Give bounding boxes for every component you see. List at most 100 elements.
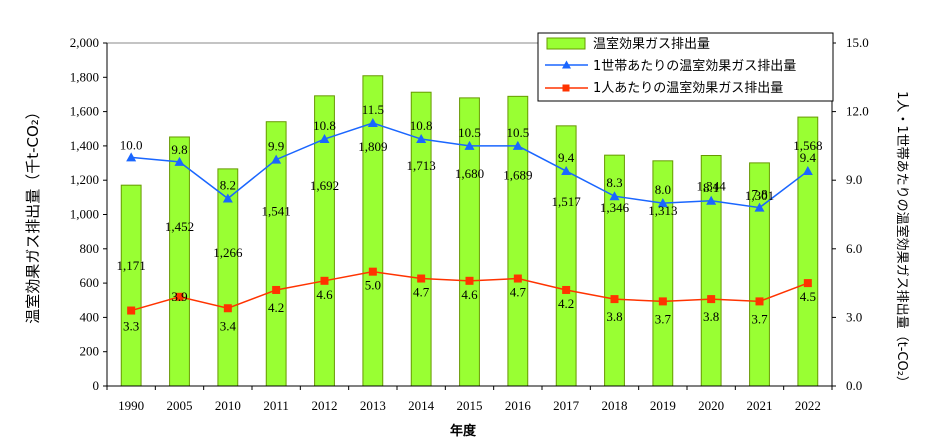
line-value-label: 3.9 (171, 289, 187, 304)
line-value-label: 10.8 (313, 118, 336, 133)
square-marker (223, 304, 232, 313)
line-value-label: 9.4 (800, 150, 817, 165)
line-value-label: 8.3 (606, 175, 622, 190)
bar-value-label: 1,517 (552, 194, 582, 209)
x-tick-label: 2011 (263, 398, 289, 413)
bar-value-label: 1,568 (793, 138, 822, 153)
triangle-marker (561, 166, 572, 176)
y-right-tick-label: 9.0 (846, 172, 862, 187)
square-marker (610, 295, 619, 304)
triangle-marker (126, 152, 137, 162)
triangle-marker (416, 134, 427, 144)
line-value-label: 8.1 (703, 180, 719, 195)
line-value-label: 5.0 (365, 278, 381, 293)
line-value-label: 3.8 (606, 309, 622, 324)
y-left-tick-label: 200 (80, 344, 100, 359)
line-series (126, 118, 813, 315)
legend-label-bar: 温室効果ガス排出量 (593, 36, 710, 52)
x-tick-label: 2016 (505, 398, 532, 413)
square-marker (755, 297, 764, 306)
x-axis-title: 年度 (450, 423, 477, 439)
x-tick-label: 2021 (747, 398, 773, 413)
x-tick-label: 2017 (553, 398, 580, 413)
bar-value-label: 1,344 (697, 179, 727, 194)
line-value-label: 4.7 (510, 285, 527, 300)
line-value-label: 4.7 (413, 285, 430, 300)
triangle-marker (174, 156, 185, 166)
x-tick-label: 1990 (118, 398, 144, 413)
line-value-label: 10.0 (120, 137, 143, 152)
line-value-label: 9.4 (558, 150, 575, 165)
line-value-label: 7.8 (751, 187, 767, 202)
line-value-label: 3.7 (655, 311, 672, 326)
line-value-label: 4.5 (800, 289, 816, 304)
triangle-marker (754, 202, 765, 212)
y-right-tick-label: 6.0 (846, 241, 862, 256)
bar-value-label: 1,301 (745, 188, 774, 203)
y-right-tick-label: 3.0 (846, 309, 862, 324)
line-value-label: 4.2 (268, 300, 284, 315)
bar-value-label: 1,689 (503, 167, 532, 182)
line-value-label: 3.7 (751, 311, 768, 326)
bar (169, 136, 190, 387)
line-value-label: 8.2 (220, 177, 236, 192)
square-marker (272, 285, 281, 294)
y-left-tick-label: 600 (80, 275, 100, 290)
square-marker (417, 274, 426, 283)
data-labels: 1,171 1,452 1,266 1,541 1,692 1,809 1,713 1,680… (117, 102, 823, 334)
triangle-marker (609, 191, 620, 201)
triangle-marker (222, 193, 233, 203)
y-left-tick-label: 2,000 (70, 35, 99, 50)
square-marker (803, 279, 812, 288)
y-right-tick-label: 12.0 (846, 104, 869, 119)
bar-value-label: 1,452 (165, 219, 194, 234)
line-value-label: 4.6 (461, 287, 478, 302)
square-marker (127, 306, 136, 315)
y-left-tick-label: 800 (80, 241, 100, 256)
square-marker (562, 285, 571, 294)
x-tick-label: 2013 (360, 398, 386, 413)
y-axis-right-title: 1人・1世帯あたりの温室効果ガス排出量（t-CO₂） (894, 91, 910, 389)
legend-label-person: 1人あたりの温室効果ガス排出量 (593, 80, 783, 96)
x-tick-label: 2022 (795, 398, 821, 413)
line-value-label: 9.9 (268, 139, 284, 154)
y-left-tick-label: 1,800 (70, 69, 99, 84)
y-right-tick-label: 0.0 (846, 378, 862, 393)
y-left-tick-label: 0 (93, 378, 100, 393)
y-left-tick-label: 1,400 (70, 138, 99, 153)
bar-series (120, 75, 819, 387)
bar-value-label: 1,680 (455, 166, 484, 181)
y-right-tick-label: 15.0 (846, 35, 869, 50)
legend-square-marker (562, 84, 570, 92)
line-value-label: 4.2 (558, 296, 574, 311)
x-tick-label: 2020 (698, 398, 724, 413)
x-tick-label: 2005 (167, 398, 193, 413)
y-left-tick-label: 400 (80, 309, 100, 324)
triangle-marker (802, 166, 813, 176)
line-value-label: 10.5 (506, 125, 529, 140)
legend-triangle-marker (562, 60, 571, 69)
bar-value-label: 1,692 (310, 178, 339, 193)
bar-value-label: 1,809 (358, 139, 387, 154)
bar-value-label: 1,313 (648, 203, 677, 218)
square-marker (465, 276, 474, 285)
line-value-label: 10.8 (410, 118, 433, 133)
square-marker (658, 297, 667, 306)
bar-value-label: 1,713 (407, 158, 436, 173)
y-left-tick-label: 1,000 (70, 207, 99, 222)
triangle-marker (512, 140, 523, 150)
line-value-label: 11.5 (362, 102, 384, 117)
x-tick-label: 2014 (408, 398, 435, 413)
legend-label-household: 1世帯あたりの温室効果ガス排出量 (593, 58, 796, 74)
line-value-label: 4.6 (316, 287, 333, 302)
legend: 温室効果ガス排出量 1世帯あたりの温室効果ガス排出量 1人あたりの温室効果ガス排… (537, 32, 834, 102)
square-marker (175, 292, 184, 301)
legend-swatch-bar (546, 37, 586, 50)
bar-value-label: 1,266 (213, 245, 243, 260)
x-tick-label: 2018 (602, 398, 628, 413)
y-left-tick-label: 1,200 (70, 172, 99, 187)
line-value-label: 9.8 (171, 142, 187, 157)
square-marker (368, 267, 377, 276)
line-value-label: 8.0 (655, 182, 671, 197)
bar-value-label: 1,346 (600, 200, 630, 215)
